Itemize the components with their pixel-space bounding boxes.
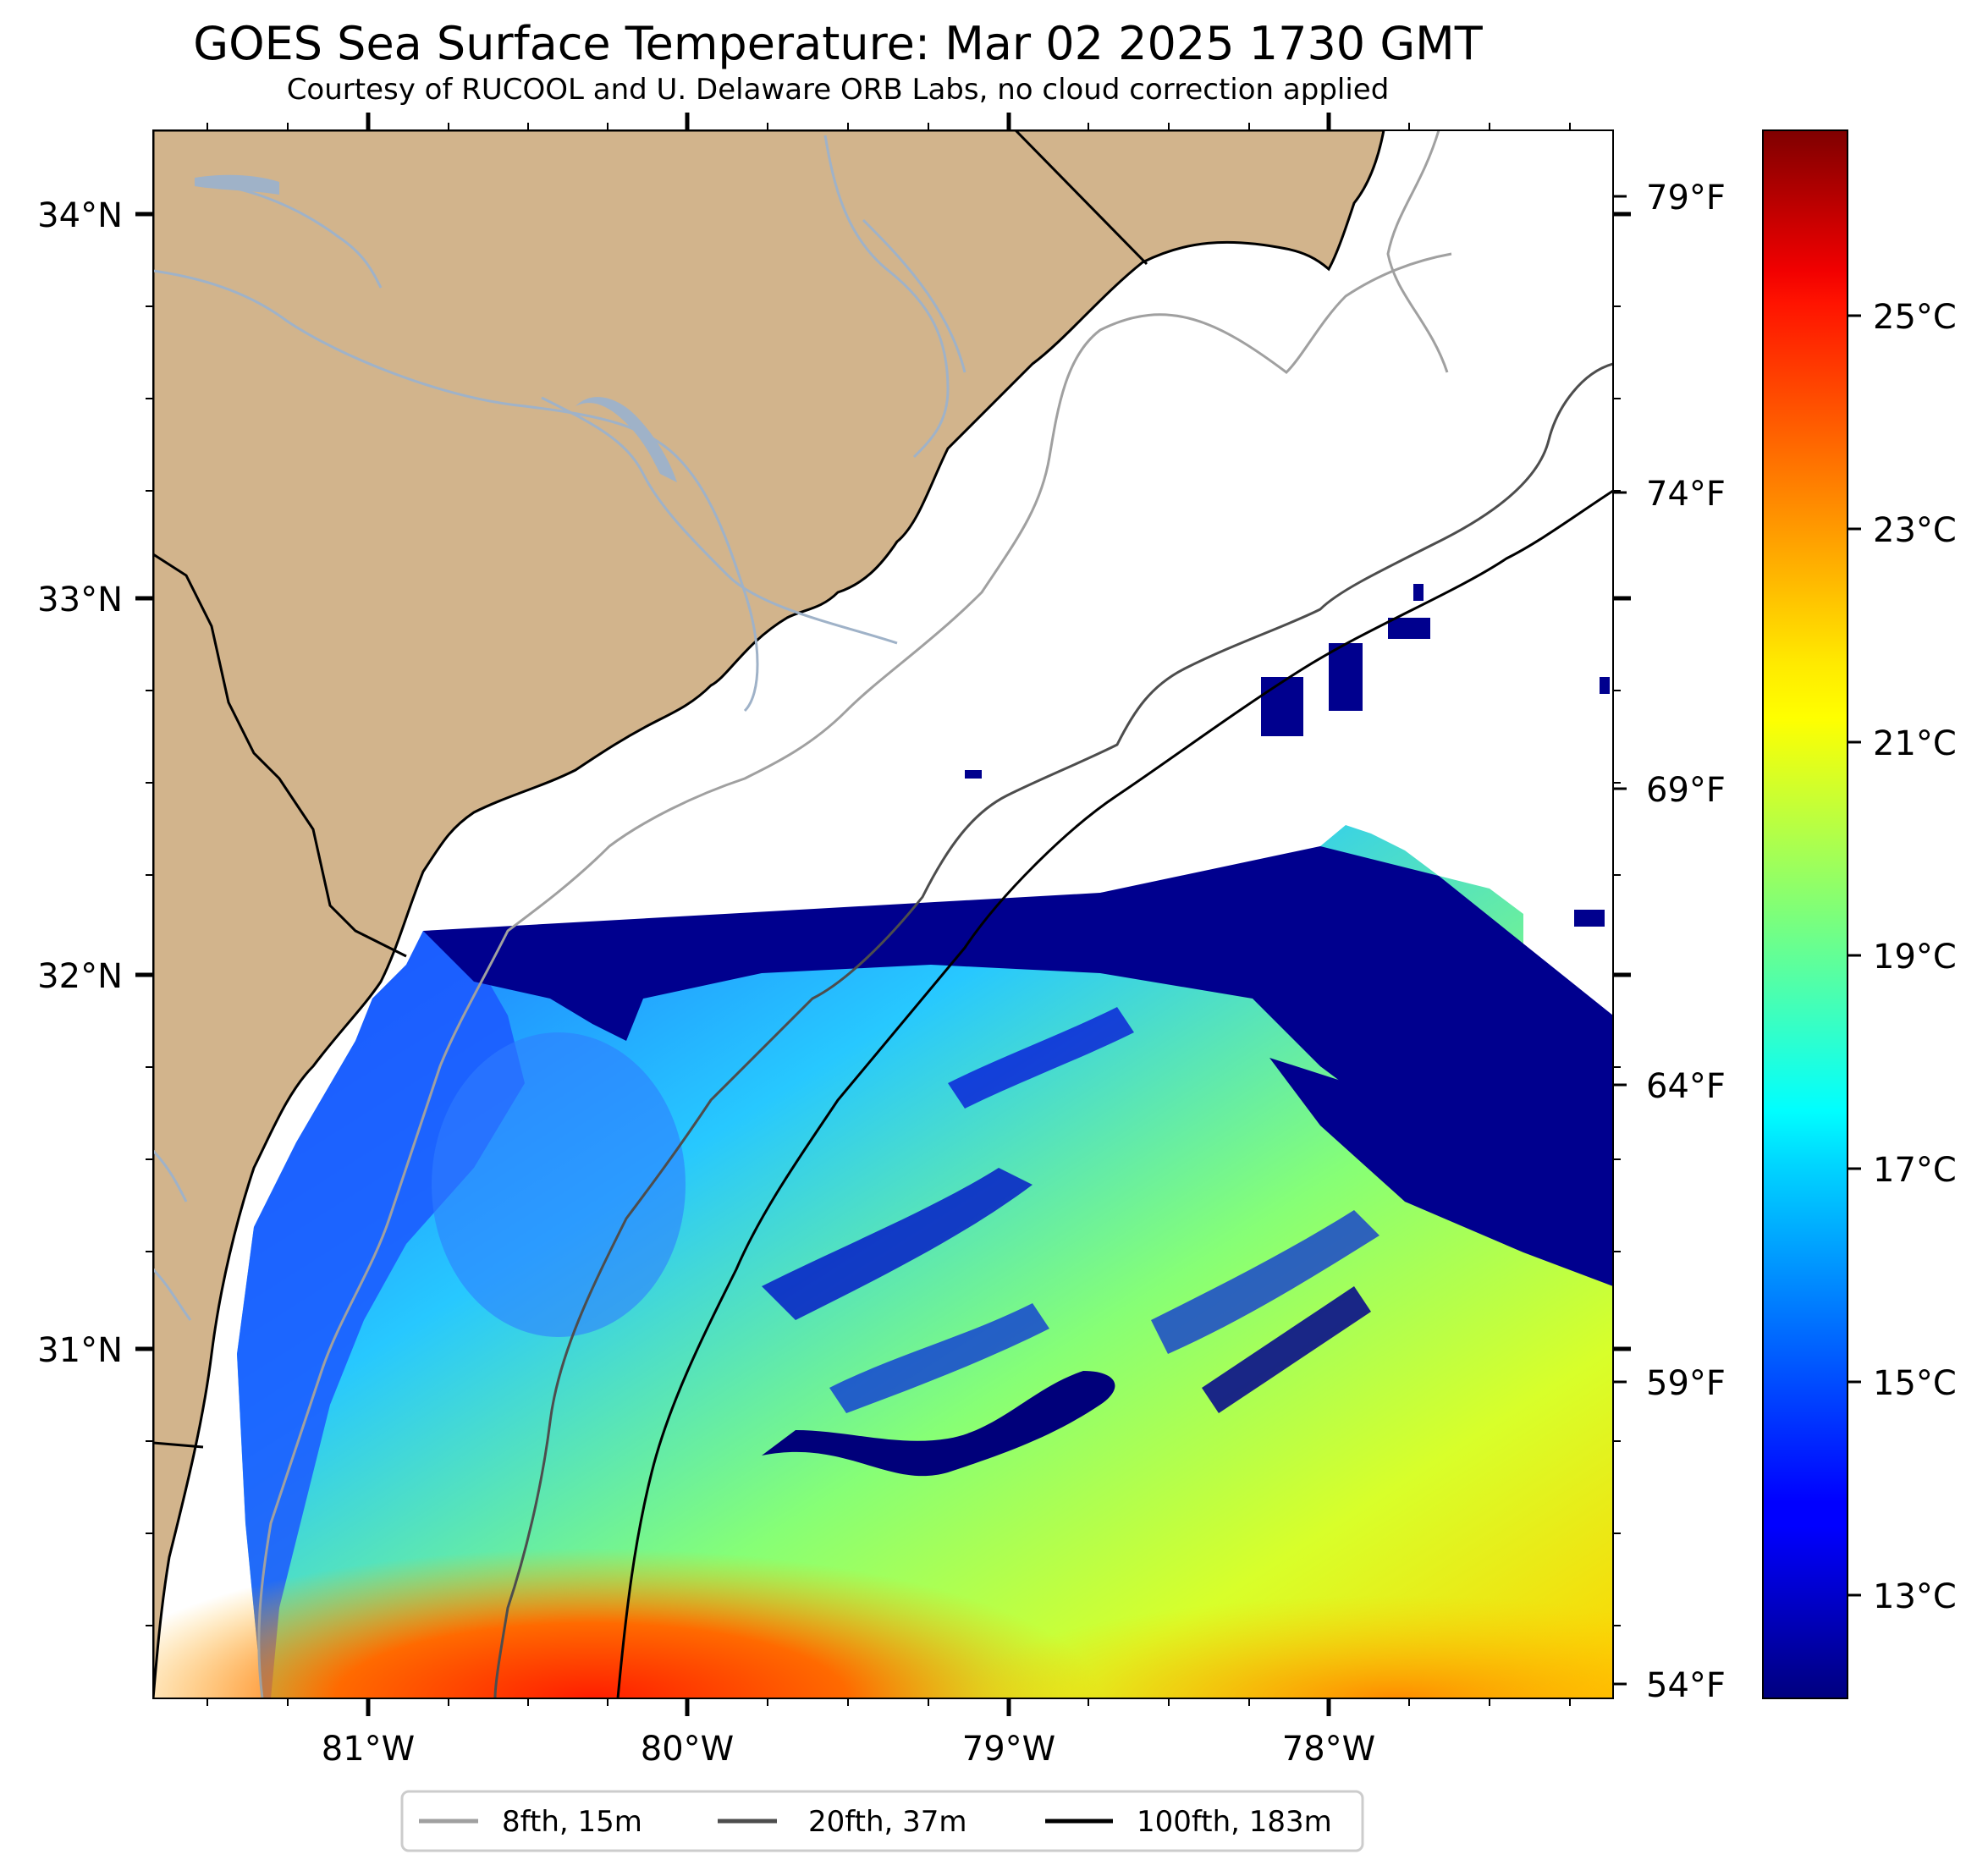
c-label-23: 23°C: [1873, 511, 1957, 550]
c-label-19: 19°C: [1873, 938, 1957, 977]
lat-label-33: 33°N: [37, 581, 123, 619]
c-label-21: 21°C: [1873, 724, 1957, 763]
colorbar-gradient: [1762, 129, 1848, 1699]
c-label-15: 15°C: [1873, 1364, 1957, 1403]
map-border: [152, 129, 1614, 1699]
f-label-79: 79°F: [1646, 179, 1726, 217]
state-border: [153, 130, 1148, 1449]
c-label-13: 13°C: [1873, 1577, 1957, 1616]
lon-label-81: 81°W: [322, 1730, 415, 1769]
lon-label-78: 78°W: [1282, 1730, 1375, 1769]
lon-minor-ticks: [207, 123, 1571, 1706]
sst-field: [153, 584, 1613, 1698]
map-area: [153, 130, 1613, 1698]
lat-label-34: 34°N: [37, 196, 123, 235]
lat-minor-ticks: [146, 305, 1621, 1626]
legend-label-20fth: 20fth, 37m: [808, 1805, 967, 1839]
lon-label-79: 79°W: [962, 1730, 1055, 1769]
fahrenheit-axis: 79°F 74°F 69°F 64°F 59°F 54°F: [1613, 179, 1726, 1705]
isobaths: [257, 130, 1613, 1698]
lat-ticks: [135, 212, 1631, 1351]
f-label-74: 74°F: [1646, 475, 1726, 514]
isobath-8fth-east: [1386, 130, 1449, 373]
lat-label-31: 31°N: [37, 1331, 123, 1370]
legend-label-100fth: 100fth, 183m: [1137, 1805, 1332, 1839]
rivers: [153, 135, 966, 1321]
isobath-20fth: [493, 362, 1613, 1698]
lon-ticks: [366, 113, 1331, 1716]
isobath-8fth: [257, 252, 1452, 1698]
colorbar: 25°C 23°C 21°C 19°C 17°C 15°C 13°C: [1762, 129, 1957, 1699]
lon-label-80: 80°W: [641, 1730, 734, 1769]
f-label-59: 59°F: [1646, 1364, 1726, 1403]
legend-label-8fth: 8fth, 15m: [502, 1805, 642, 1839]
lat-label-32: 32°N: [37, 957, 123, 996]
f-label-54: 54°F: [1646, 1666, 1726, 1705]
land-mass: [153, 130, 1385, 1698]
isobath-100fth: [616, 489, 1613, 1698]
chart-title: GOES Sea Surface Temperature: Mar 02 202…: [193, 17, 1483, 70]
c-label-25: 25°C: [1873, 298, 1957, 337]
f-label-64: 64°F: [1646, 1067, 1726, 1106]
isobath-legend: 8fth, 15m 20fth, 37m 100fth, 183m: [400, 1790, 1364, 1852]
f-label-69: 69°F: [1646, 771, 1726, 810]
chart-subtitle: Courtesy of RUCOOL and U. Delaware ORB L…: [286, 73, 1390, 107]
c-label-17: 17°C: [1873, 1151, 1957, 1190]
